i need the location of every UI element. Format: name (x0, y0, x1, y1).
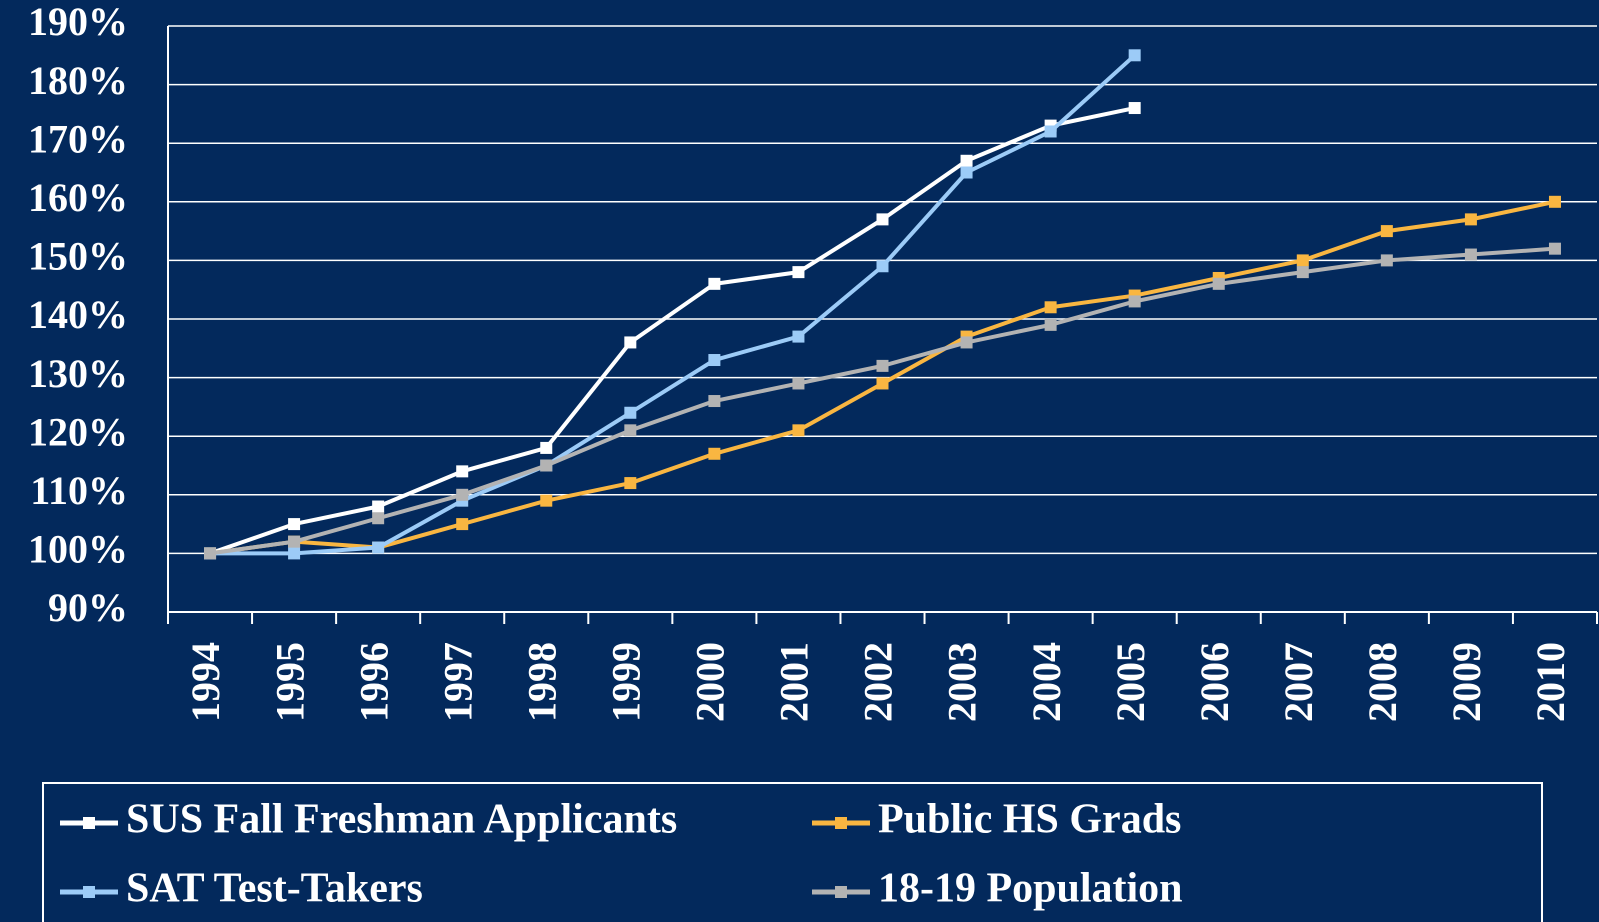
series-marker (624, 406, 637, 419)
y-tick-label: 160% (28, 175, 128, 220)
legend-box (42, 782, 1543, 922)
series-marker (1296, 254, 1309, 267)
x-tick-label: 2009 (1444, 642, 1489, 722)
x-tick-label: 2000 (688, 642, 733, 722)
series-marker (456, 465, 469, 478)
series-marker (876, 260, 889, 273)
legend-label: Public HS Grads (878, 797, 1181, 843)
series-marker (708, 354, 721, 367)
x-tick-label: 2008 (1360, 642, 1405, 722)
y-tick-label: 190% (28, 0, 128, 44)
series-marker (372, 512, 385, 525)
y-tick-label: 130% (28, 351, 128, 396)
series-marker (792, 377, 805, 390)
series-marker (876, 377, 889, 390)
series-line (209, 106, 1136, 556)
series-marker (1464, 248, 1477, 261)
series-marker (1044, 125, 1057, 138)
series-marker (1128, 102, 1141, 115)
series-marker (624, 336, 637, 349)
series-marker (1296, 266, 1309, 279)
legend-label: SAT Test-Takers (126, 866, 423, 912)
x-tick-label: 2002 (856, 642, 901, 722)
series-marker (624, 477, 637, 490)
series-marker (1380, 254, 1393, 267)
series-marker (288, 547, 301, 560)
y-tick-label: 110% (30, 468, 128, 513)
series-marker (1128, 295, 1141, 308)
series-marker (960, 154, 973, 167)
series-marker (708, 277, 721, 290)
legend-label: 18-19 Population (878, 866, 1183, 912)
series-marker (792, 266, 805, 279)
series-marker (960, 336, 973, 349)
legend-swatch-marker (83, 817, 95, 829)
series-marker (1548, 195, 1561, 208)
series-marker (960, 166, 973, 179)
x-tick-label: 2003 (940, 642, 985, 722)
series-marker (624, 424, 637, 437)
legend-swatch-marker (835, 817, 847, 829)
series-marker (792, 330, 805, 343)
series-marker (1212, 277, 1225, 290)
x-tick-label: 2005 (1108, 642, 1153, 722)
series-marker (456, 518, 469, 531)
series-marker (372, 541, 385, 554)
legend-swatch-marker (835, 886, 847, 898)
y-tick-label: 180% (28, 58, 128, 103)
series-marker (1044, 318, 1057, 331)
series-marker (204, 547, 217, 560)
x-tick-label: 1997 (435, 642, 480, 722)
x-tick-label: 1995 (267, 642, 312, 722)
x-tick-label: 1999 (603, 642, 648, 722)
series-marker (288, 535, 301, 548)
series-marker (540, 494, 553, 507)
x-tick-label: 2001 (772, 642, 817, 722)
series-marker (1044, 301, 1057, 314)
series-marker (876, 213, 889, 226)
series-marker (456, 488, 469, 501)
x-tick-label: 1994 (183, 642, 228, 722)
series-marker (288, 518, 301, 531)
x-tick-label: 1998 (519, 642, 564, 722)
y-tick-label: 100% (28, 527, 128, 572)
x-tick-label: 1996 (351, 642, 396, 722)
series-marker (708, 447, 721, 460)
series-marker (1548, 242, 1561, 255)
y-tick-label: 150% (28, 234, 128, 279)
x-tick-label: 2007 (1276, 642, 1321, 722)
series-marker (708, 395, 721, 408)
y-tick-label: 120% (28, 409, 128, 454)
series-marker (1128, 49, 1141, 62)
series-marker (1380, 225, 1393, 238)
x-tick-label: 2010 (1528, 642, 1573, 722)
series-marker (540, 441, 553, 454)
y-tick-label: 90% (48, 585, 128, 630)
x-tick-label: 2006 (1192, 642, 1237, 722)
y-tick-label: 140% (28, 292, 128, 337)
series-marker (792, 424, 805, 437)
series-marker (1464, 213, 1477, 226)
legend-label: SUS Fall Freshman Applicants (126, 797, 677, 843)
series-marker (372, 500, 385, 513)
series-line (210, 53, 1137, 556)
x-tick-label: 2004 (1024, 642, 1069, 722)
legend-swatch-marker (83, 886, 95, 898)
series-marker (876, 359, 889, 372)
series-marker (540, 459, 553, 472)
y-tick-label: 170% (28, 116, 128, 161)
